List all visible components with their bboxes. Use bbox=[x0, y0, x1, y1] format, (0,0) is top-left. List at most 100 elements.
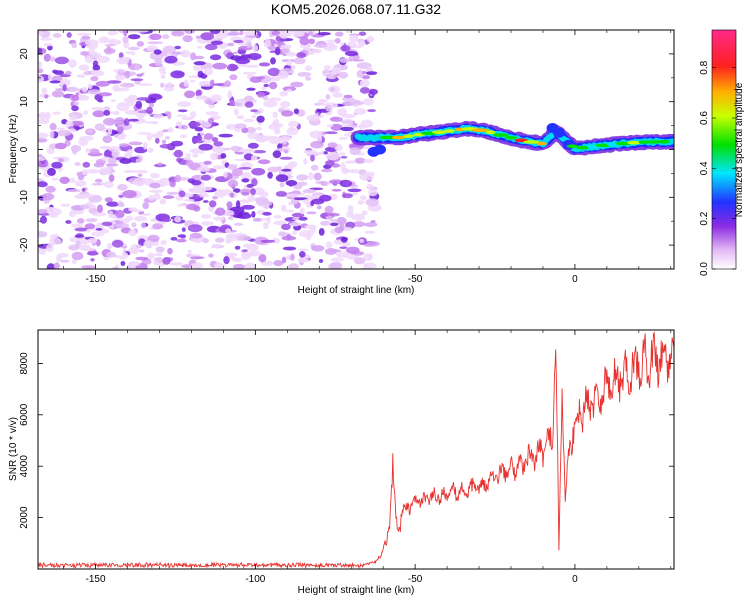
noise-blob bbox=[193, 55, 205, 60]
noise-blob bbox=[258, 254, 267, 263]
noise-blob bbox=[92, 110, 106, 118]
noise-blob bbox=[354, 157, 366, 164]
noise-blob bbox=[62, 84, 67, 92]
noise-blob bbox=[272, 111, 278, 119]
noise-blob bbox=[198, 81, 205, 87]
noise-blob bbox=[41, 192, 55, 201]
noise-blob bbox=[123, 118, 130, 126]
noise-blob bbox=[160, 240, 168, 246]
noise-blob bbox=[69, 177, 76, 184]
noise-blob bbox=[116, 126, 124, 134]
noise-blob bbox=[314, 113, 319, 122]
noise-blob bbox=[38, 138, 48, 143]
noise-blob bbox=[47, 167, 56, 176]
noise-blob bbox=[346, 211, 354, 218]
noise-blob bbox=[365, 198, 380, 207]
noise-blob bbox=[289, 222, 301, 227]
noise-blob bbox=[244, 262, 256, 269]
noise-blob bbox=[275, 174, 289, 183]
noise-blob bbox=[308, 38, 315, 45]
noise-blob bbox=[285, 209, 295, 213]
noise-blob bbox=[279, 182, 285, 188]
noise-blob bbox=[127, 46, 140, 51]
snr-panel: -150 -100 -50 0 2000 4000 6000 8000 Height of s… bbox=[8, 329, 675, 596]
noise-blob bbox=[326, 212, 340, 217]
noise-blob bbox=[160, 74, 166, 80]
noise-blob bbox=[273, 43, 279, 48]
noise-blob bbox=[146, 133, 152, 141]
colorbar-tick-label: 0.6 bbox=[699, 111, 710, 125]
noise-blob bbox=[199, 151, 204, 154]
snr-xtick-label: -50 bbox=[408, 574, 423, 585]
noise-blob bbox=[209, 146, 224, 152]
noise-blob bbox=[148, 194, 156, 201]
noise-blob bbox=[102, 135, 113, 143]
noise-blob bbox=[247, 53, 262, 60]
noise-blob bbox=[49, 122, 57, 131]
noise-blob bbox=[113, 133, 127, 139]
noise-blob bbox=[240, 162, 253, 169]
noise-blob bbox=[74, 234, 85, 238]
signal-core bbox=[523, 140, 540, 144]
noise-blob bbox=[49, 56, 56, 62]
spectrogram-xtick-label: -50 bbox=[408, 274, 423, 285]
noise-blob bbox=[95, 228, 103, 231]
noise-blob bbox=[177, 234, 187, 238]
noise-blob bbox=[178, 190, 186, 198]
noise-blob bbox=[343, 94, 353, 99]
noise-blob bbox=[359, 238, 365, 243]
noise-blob bbox=[85, 55, 93, 64]
noise-blob bbox=[60, 259, 70, 263]
noise-blob bbox=[38, 60, 43, 69]
noise-blob bbox=[225, 228, 232, 234]
signal-core bbox=[485, 130, 496, 135]
noise-blob bbox=[87, 237, 98, 244]
noise-blob bbox=[342, 193, 353, 199]
noise-blob bbox=[54, 56, 69, 65]
noise-blob bbox=[195, 201, 201, 206]
noise-blob bbox=[251, 211, 256, 218]
noise-blob bbox=[128, 229, 137, 237]
noise-blob bbox=[246, 183, 254, 188]
noise-blob bbox=[340, 126, 354, 132]
noise-blob bbox=[351, 213, 366, 221]
noise-blob bbox=[317, 103, 327, 106]
noise-blob bbox=[107, 30, 118, 36]
noise-blob bbox=[363, 159, 374, 164]
spectrogram-ytick-label: 10 bbox=[19, 96, 30, 108]
noise-blob bbox=[288, 193, 299, 198]
noise-blob bbox=[226, 42, 235, 47]
noise-blob bbox=[118, 143, 130, 148]
noise-blob bbox=[52, 33, 62, 38]
noise-blob bbox=[185, 153, 191, 158]
noise-blob bbox=[187, 224, 203, 233]
noise-blob bbox=[327, 85, 341, 93]
noise-blob bbox=[313, 43, 328, 48]
noise-blob bbox=[261, 86, 267, 90]
colorbar-gradient bbox=[712, 30, 736, 269]
noise-blob bbox=[360, 119, 373, 128]
noise-blob bbox=[38, 154, 43, 158]
noise-blob bbox=[152, 223, 164, 230]
noise-blob bbox=[128, 34, 141, 40]
noise-blob bbox=[74, 162, 81, 166]
noise-blob bbox=[177, 101, 192, 108]
snr-plot-area bbox=[38, 330, 674, 569]
noise-blob bbox=[45, 244, 54, 252]
noise-blob bbox=[118, 195, 124, 198]
noise-blob bbox=[327, 142, 338, 148]
noise-blob bbox=[323, 151, 328, 155]
noise-blob bbox=[267, 67, 281, 77]
noise-blob bbox=[331, 188, 342, 192]
noise-blob bbox=[229, 99, 236, 107]
noise-blob bbox=[232, 263, 246, 269]
noise-blob bbox=[192, 153, 199, 158]
noise-blob bbox=[366, 35, 375, 43]
noise-blob bbox=[60, 203, 71, 207]
noise-blob bbox=[74, 180, 87, 187]
noise-blob bbox=[208, 117, 214, 124]
noise-blob bbox=[366, 184, 374, 190]
noise-blob bbox=[154, 58, 163, 67]
noise-blob bbox=[159, 144, 174, 149]
noise-blob bbox=[239, 199, 251, 204]
